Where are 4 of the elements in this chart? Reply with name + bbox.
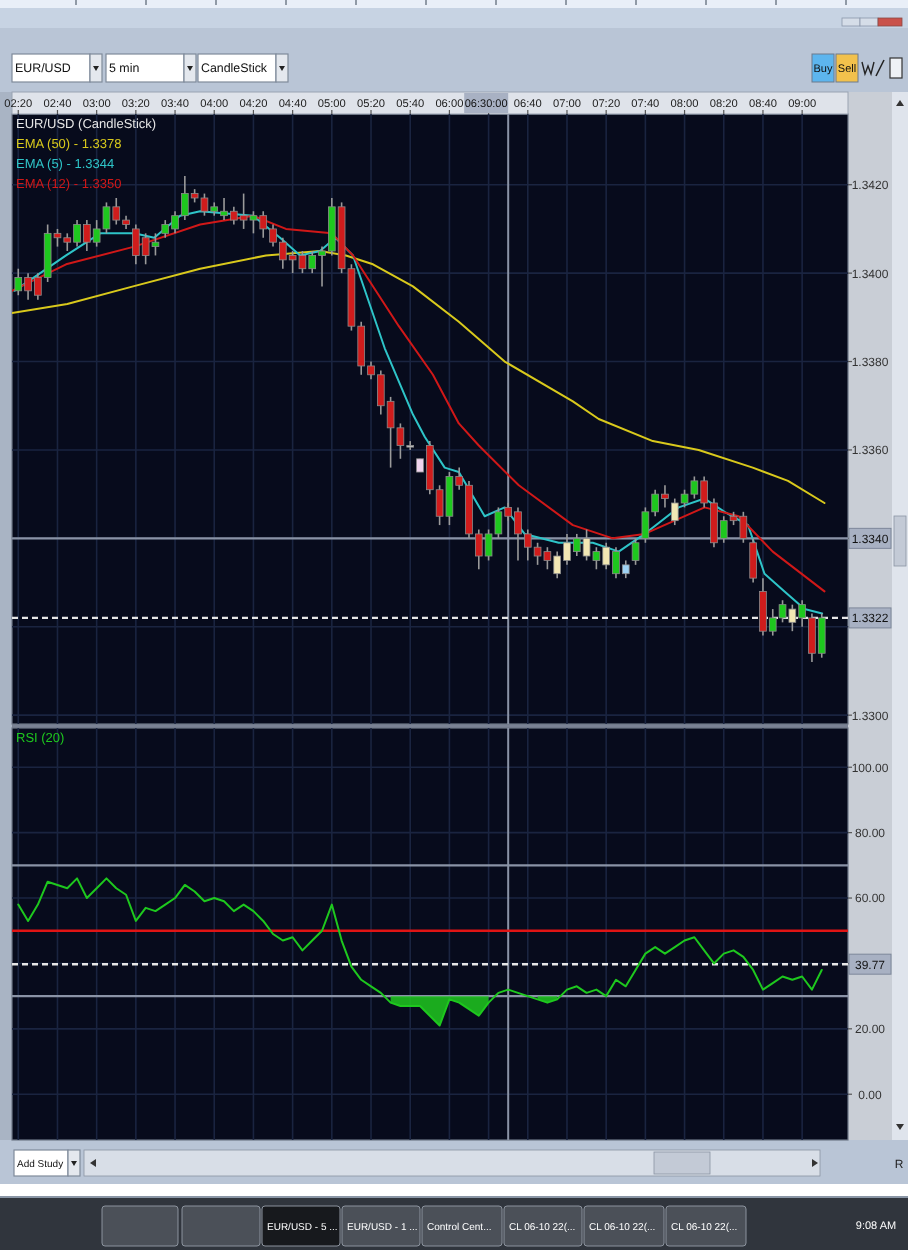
candlestick <box>631 537 640 566</box>
candlestick <box>749 537 757 584</box>
line-series <box>17 877 823 1027</box>
line-series <box>12 250 826 504</box>
